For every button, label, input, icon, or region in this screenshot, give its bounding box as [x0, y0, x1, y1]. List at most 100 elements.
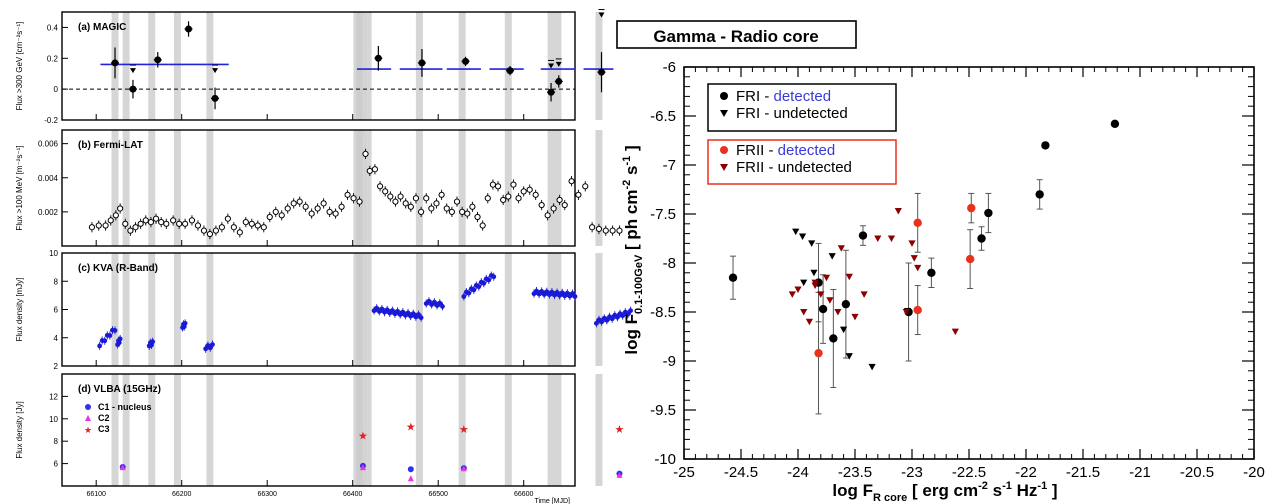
x-tick-label: -23: [901, 464, 923, 481]
fermi-point: [194, 222, 202, 229]
kva-point: [481, 280, 487, 286]
fermi-point: [127, 227, 134, 234]
fermi-point: [538, 201, 545, 209]
kva-point: [97, 343, 103, 349]
upper-limit-marker: [598, 12, 605, 18]
shade-band: [122, 374, 130, 486]
fermi-point: [526, 186, 533, 193]
fri-detected-point: [1041, 141, 1050, 150]
y-tick-label: -10: [654, 451, 676, 468]
fri-detected-point: [818, 304, 828, 314]
fermi-point: [284, 205, 291, 212]
fri-undetected-point: [798, 233, 807, 241]
scatter-data: [728, 119, 1120, 415]
fermi-point: [469, 203, 476, 210]
magic-point: [211, 94, 219, 102]
kva-point: [416, 312, 421, 317]
panel-title: (c) KVA (R-Band): [78, 263, 158, 274]
frii-undetected-point: [822, 274, 831, 282]
fri-undetected-point: [828, 253, 836, 260]
fermi-point: [423, 195, 430, 202]
y-tick-label: 0.002: [38, 208, 59, 217]
panel-frame: [61, 373, 576, 487]
fermi-point: [505, 193, 512, 200]
fermi-point: [206, 230, 214, 238]
fermi-point: [163, 220, 170, 227]
upper-limit-marker: [212, 68, 219, 74]
panel-vlba: 6 8 10 12 (d) VLBA (15GHz) Flux density [Jy] C…: [15, 373, 625, 487]
scatter-axes: -25 -24.5 -24 -23.5 -23 -22.5 -22 -21.5 -21 -20.5…: [650, 59, 1265, 481]
y-tick-label: -6.5: [650, 108, 676, 125]
fermi-point: [107, 217, 114, 224]
shade-band: [148, 12, 156, 120]
y-tick-label: -9.5: [650, 402, 676, 419]
shade-band: [364, 12, 372, 120]
frii-undetected-point: [894, 208, 902, 215]
frii-undetected-point: [902, 309, 910, 316]
shade-band: [458, 12, 466, 120]
frii-detected-point: [965, 254, 975, 264]
fermi-point: [314, 205, 321, 212]
fermi-point: [236, 229, 243, 236]
kva-point: [379, 306, 385, 312]
shade-band: [595, 253, 603, 366]
panel-kva: 2 4 6 8 10 (c) KVA (R-Band) Flux density [mJy]: [15, 249, 633, 371]
magic-point: [418, 59, 426, 67]
kva-point: [426, 298, 432, 304]
c2-point: [119, 464, 126, 471]
frii-undetected-point: [910, 255, 918, 262]
fri-detected-point: [841, 299, 851, 309]
shade-band: [554, 130, 562, 246]
magic-point: [185, 25, 193, 33]
fermi-point: [500, 196, 507, 204]
chart-title: Gamma - Radio core: [653, 27, 818, 46]
frii-undetected-point: [837, 245, 845, 252]
frii-undetected-point: [908, 240, 916, 247]
y-tick-label: -8.5: [650, 304, 676, 321]
fermi-point: [158, 219, 165, 226]
fermi-point: [397, 193, 404, 200]
shade-band: [148, 130, 156, 246]
shade-band: [504, 374, 512, 486]
frii-undetected-point: [826, 297, 834, 304]
x-tick-label: -22.5: [952, 464, 986, 481]
fermi-point: [376, 183, 384, 190]
kva-point: [593, 320, 599, 326]
fermi-point: [412, 195, 420, 202]
shade-band: [111, 253, 119, 366]
shade-band: [364, 374, 372, 486]
frii-undetected-point: [951, 328, 959, 336]
shade-band: [458, 374, 466, 486]
magic-point: [506, 67, 514, 75]
upper-limit-marker: [555, 61, 562, 67]
c3-point: ★: [358, 431, 368, 443]
kva-point: [410, 311, 416, 317]
panel-fermi-lat: 0.002 0.004 0.006 (b) Fermi-LAT Flux >100 Me…: [15, 129, 623, 247]
fermi-point: [510, 181, 517, 188]
legend-c3-marker: ★: [84, 425, 92, 435]
y-tick-label: -8: [663, 255, 676, 272]
legend-box-frii: [707, 139, 897, 185]
legend-marker-circle: [720, 146, 728, 154]
x-tick-label: -25: [673, 464, 695, 481]
x-tick-label: -20.5: [1180, 464, 1214, 481]
frii-undetected-point: [845, 273, 853, 281]
shade-band: [364, 130, 372, 246]
c2-point: [616, 471, 623, 478]
y-tick-label: 0: [54, 85, 59, 94]
fri-undetected-point: [792, 228, 800, 236]
fermi-point: [568, 178, 575, 185]
fermi-point: [392, 198, 399, 205]
y-tick-label: -7.5: [650, 206, 676, 223]
shade-band: [122, 253, 130, 366]
fermi-point: [459, 208, 466, 215]
frii-undetected-point: [794, 286, 802, 293]
shade-band: [173, 130, 181, 246]
shade-band: [206, 253, 214, 366]
kva-point: [440, 303, 445, 309]
magic-point: [374, 54, 382, 62]
legend-marker-triangle: [720, 164, 728, 171]
fri-detected-point: [728, 273, 738, 282]
frii-detected-point: [913, 218, 922, 228]
